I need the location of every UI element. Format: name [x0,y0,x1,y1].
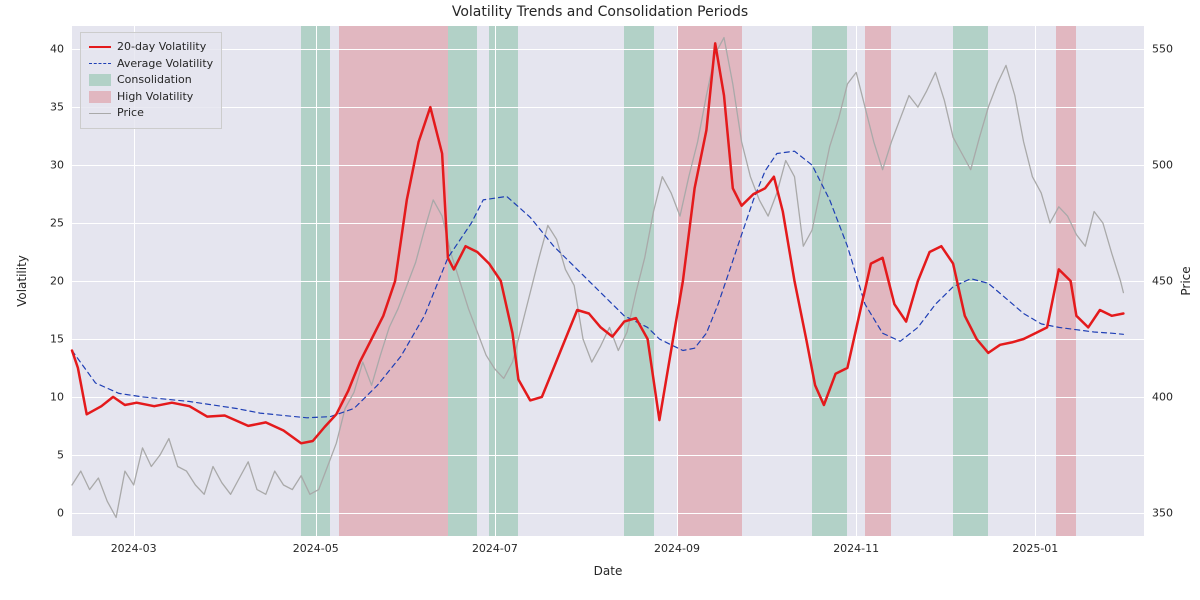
y-left-tick: 40 [50,43,64,56]
y-left-tick: 35 [50,101,64,114]
x-tick: 2024-09 [654,542,700,555]
avg_volatility-line [72,151,1123,418]
x-tick: 2024-05 [293,542,339,555]
legend-label: Price [117,105,144,122]
x-tick: 2024-07 [472,542,518,555]
legend-label: Average Volatility [117,56,213,73]
legend-patch-swatch [89,74,111,86]
legend-patch-swatch [89,91,111,103]
y-left-tick: 30 [50,159,64,172]
y-right-tick: 450 [1152,275,1173,288]
legend: 20-day VolatilityAverage VolatilityConso… [80,32,222,129]
legend-label: High Volatility [117,89,193,106]
chart-title: Volatility Trends and Consolidation Peri… [0,4,1200,20]
legend-line-swatch [89,113,111,114]
legend-line-swatch [89,63,111,64]
y-left-tick: 20 [50,275,64,288]
y-left-tick: 25 [50,217,64,230]
price-line [72,38,1123,518]
y-right-tick: 500 [1152,159,1173,172]
x-tick: 2024-11 [833,542,879,555]
y-right-tick: 400 [1152,390,1173,403]
x-tick: 2025-01 [1012,542,1058,555]
y-right-tick: 550 [1152,43,1173,56]
legend-item: High Volatility [89,89,213,106]
y-left-tick: 10 [50,390,64,403]
legend-item: 20-day Volatility [89,39,213,56]
legend-label: 20-day Volatility [117,39,206,56]
x-axis-label: Date [594,564,623,578]
line-series-layer [72,26,1144,536]
legend-line-swatch [89,46,111,48]
legend-label: Consolidation [117,72,192,89]
y-axis-left-ticks: 0 5 10 15 20 25 30 35 40 [0,26,72,536]
legend-item: Price [89,105,213,122]
plot-area [72,26,1144,536]
x-tick: 2024-03 [111,542,157,555]
y-left-tick: 5 [57,448,64,461]
y-right-tick: 350 [1152,506,1173,519]
legend-item: Average Volatility [89,56,213,73]
y-left-tick: 0 [57,506,64,519]
chart-container: Volatility Trends and Consolidation Peri… [0,0,1200,600]
legend-item: Consolidation [89,72,213,89]
volatility-line [72,43,1123,443]
x-axis-ticks: 2024-03 2024-05 2024-07 2024-09 2024-11 2025-… [72,536,1144,566]
y-axis-left-label: Volatility [15,255,29,307]
y-left-tick: 15 [50,332,64,345]
y-axis-right-label: Price [1179,266,1193,295]
